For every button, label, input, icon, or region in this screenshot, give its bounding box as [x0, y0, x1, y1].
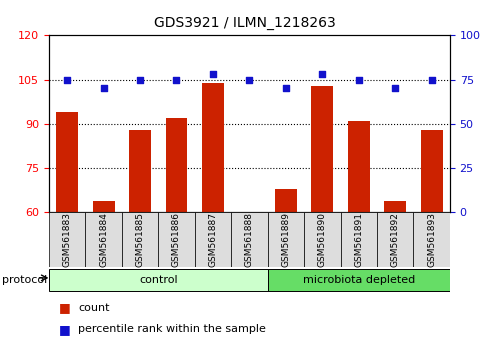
FancyBboxPatch shape: [231, 212, 267, 267]
Bar: [56, 112, 78, 212]
Point: [245, 77, 253, 82]
FancyBboxPatch shape: [122, 212, 158, 267]
Text: ■: ■: [59, 323, 70, 336]
Text: GSM561892: GSM561892: [390, 212, 399, 267]
Text: microbiota depleted: microbiota depleted: [302, 275, 414, 285]
Text: count: count: [78, 303, 109, 313]
FancyBboxPatch shape: [158, 212, 194, 267]
FancyBboxPatch shape: [49, 268, 267, 291]
Bar: [274, 189, 296, 212]
Text: GSM561887: GSM561887: [208, 212, 217, 267]
Text: percentile rank within the sample: percentile rank within the sample: [78, 324, 265, 334]
Point: [390, 86, 398, 91]
Text: GSM561884: GSM561884: [99, 212, 108, 267]
Text: GSM561891: GSM561891: [353, 212, 363, 267]
Text: ■: ■: [59, 302, 70, 314]
FancyBboxPatch shape: [304, 212, 340, 267]
Text: GSM561888: GSM561888: [244, 212, 253, 267]
Text: GSM561890: GSM561890: [317, 212, 326, 267]
Point: [427, 77, 435, 82]
Point: [136, 77, 143, 82]
Bar: [129, 130, 151, 212]
Bar: [92, 201, 114, 212]
FancyBboxPatch shape: [267, 268, 449, 291]
FancyBboxPatch shape: [267, 212, 304, 267]
FancyBboxPatch shape: [376, 212, 412, 267]
Text: control: control: [139, 275, 177, 285]
Text: GSM561886: GSM561886: [172, 212, 181, 267]
Bar: [384, 201, 406, 212]
Text: GDS3921 / ILMN_1218263: GDS3921 / ILMN_1218263: [153, 16, 335, 30]
Text: GSM561883: GSM561883: [62, 212, 71, 267]
Bar: [311, 86, 332, 212]
Text: GSM561889: GSM561889: [281, 212, 290, 267]
Bar: [202, 82, 224, 212]
FancyBboxPatch shape: [85, 212, 122, 267]
Bar: [165, 118, 187, 212]
Point: [354, 77, 362, 82]
FancyBboxPatch shape: [340, 212, 376, 267]
Bar: [420, 130, 442, 212]
Bar: [347, 121, 369, 212]
Point: [318, 72, 325, 77]
Text: GSM561893: GSM561893: [427, 212, 435, 267]
FancyBboxPatch shape: [194, 212, 231, 267]
Point: [63, 77, 71, 82]
Point: [172, 77, 180, 82]
Point: [208, 72, 216, 77]
FancyBboxPatch shape: [412, 212, 449, 267]
Point: [282, 86, 289, 91]
Text: protocol: protocol: [2, 275, 48, 285]
FancyBboxPatch shape: [49, 212, 85, 267]
Text: GSM561885: GSM561885: [135, 212, 144, 267]
Point: [100, 86, 107, 91]
